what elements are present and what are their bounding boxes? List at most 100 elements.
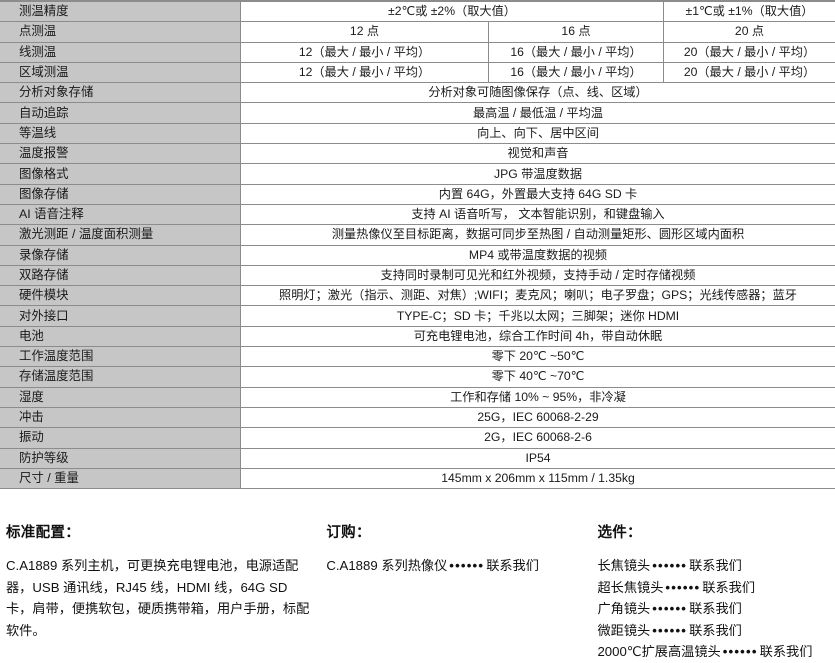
spec-row-label: 图像格式 (1, 164, 241, 184)
option-item-leader: •••••• (650, 558, 689, 573)
spec-row-value: 分析对象可随图像保存（点、线、区域） (241, 83, 835, 103)
order-item-name: C.A1889 系列热像仪 (326, 558, 447, 573)
spec-row-value: 145mm x 206mm x 115mm / 1.35kg (241, 468, 835, 488)
option-item-leader: •••••• (650, 623, 689, 638)
spec-row-value: 25G，IEC 60068-2-29 (241, 407, 835, 427)
options-section: 选件： 长焦镜头••••••联系我们超长焦镜头••••••联系我们广角镜头•••… (597, 523, 829, 663)
spec-row-value: 测量热像仪至目标距离，数据可同步至热图 / 自动测量矩形、圆形区域内面积 (241, 225, 835, 245)
spec-row-value: ±1℃或 ±1%（取大值） (664, 1, 835, 22)
spec-row-label: 分析对象存储 (1, 83, 241, 103)
option-item-action[interactable]: 联系我们 (689, 601, 742, 616)
order-list: C.A1889 系列热像仪••••••联系我们 (326, 555, 587, 577)
option-item: 长焦镜头••••••联系我们 (597, 555, 829, 577)
spec-row-label: 尺寸 / 重量 (1, 468, 241, 488)
spec-row-value: 工作和存储 10% ~ 95%，非冷凝 (241, 387, 835, 407)
spec-row-label: 自动追踪 (1, 103, 241, 123)
option-item-name: 超长焦镜头 (597, 580, 663, 595)
option-item-name: 长焦镜头 (597, 558, 650, 573)
spec-row: 双路存储支持同时录制可见光和红外视频，支持手动 / 定时存储视频 (1, 265, 835, 285)
spec-row: 测温精度±2℃或 ±2%（取大值）±1℃或 ±1%（取大值） (1, 1, 835, 22)
standard-config-body: C.A1889 系列主机，可更换充电锂电池，电源适配器，USB 通讯线，RJ45… (6, 555, 316, 641)
option-item-action[interactable]: 联系我们 (689, 623, 742, 638)
spec-row: 温度报警视觉和声音 (1, 144, 835, 164)
option-item-leader: •••••• (721, 644, 760, 659)
standard-config-section: 标准配置： C.A1889 系列主机，可更换充电锂电池，电源适配器，USB 通讯… (6, 523, 326, 663)
spec-row-value: MP4 或带温度数据的视频 (241, 245, 835, 265)
spec-row-value: 12 点 (241, 22, 489, 42)
spec-row-value: TYPE-C；SD 卡；千兆以太网；三脚架；迷你 HDMI (241, 306, 835, 326)
bottom-sections: 标准配置： C.A1889 系列主机，可更换充电锂电池，电源适配器，USB 通讯… (0, 523, 835, 663)
spec-row-value: 零下 20℃ ~50℃ (241, 347, 835, 367)
option-item-action[interactable]: 联系我们 (702, 580, 755, 595)
options-list: 长焦镜头••••••联系我们超长焦镜头••••••联系我们广角镜头••••••联… (597, 555, 829, 663)
spec-row-value: 16（最大 / 最小 / 平均） (489, 62, 664, 82)
order-item-leader: •••••• (447, 558, 486, 573)
spec-row-value: 16（最大 / 最小 / 平均） (489, 42, 664, 62)
spec-row-value: 视觉和声音 (241, 144, 835, 164)
spec-row: 存储温度范围零下 40℃ ~70℃ (1, 367, 835, 387)
spec-row-value: 2G，IEC 60068-2-6 (241, 428, 835, 448)
spec-row-label: 电池 (1, 326, 241, 346)
spec-row: 工作温度范围零下 20℃ ~50℃ (1, 347, 835, 367)
spec-row-value: 16 点 (489, 22, 664, 42)
spec-row-value: 20（最大 / 最小 / 平均） (664, 42, 835, 62)
spec-row-label: 激光测距 / 温度面积测量 (1, 225, 241, 245)
spec-row-label: 区域测温 (1, 62, 241, 82)
spec-row-label: 工作温度范围 (1, 347, 241, 367)
spec-row-label: 双路存储 (1, 265, 241, 285)
spec-row-value: 支持同时录制可见光和红外视频，支持手动 / 定时存储视频 (241, 265, 835, 285)
spec-row-label: 湿度 (1, 387, 241, 407)
spec-row-label: AI 语音注释 (1, 204, 241, 224)
option-item-action[interactable]: 联系我们 (760, 644, 813, 659)
option-item-name: 广角镜头 (597, 601, 650, 616)
spec-row-value: 20 点 (664, 22, 835, 42)
option-item: 2000℃扩展高温镜头••••••联系我们 (597, 641, 829, 663)
spec-row-label: 存储温度范围 (1, 367, 241, 387)
spec-row: AI 语音注释支持 AI 语音听写， 文本智能识别，和键盘输入 (1, 204, 835, 224)
spec-row-value: ±2℃或 ±2%（取大值） (241, 1, 664, 22)
spec-row-value: 12（最大 / 最小 / 平均） (241, 42, 489, 62)
order-title: 订购： (326, 523, 587, 543)
spec-row-label: 点测温 (1, 22, 241, 42)
spec-row-value: 20（最大 / 最小 / 平均） (664, 62, 835, 82)
spec-row-label: 振动 (1, 428, 241, 448)
option-item-name: 2000℃扩展高温镜头 (597, 644, 720, 659)
spec-row-label: 录像存储 (1, 245, 241, 265)
spec-row-value: 照明灯；激光（指示、测距、对焦）;WIFI；麦克风；喇叭；电子罗盘；GPS；光线… (241, 286, 835, 306)
spec-row-value: 零下 40℃ ~70℃ (241, 367, 835, 387)
option-item-action[interactable]: 联系我们 (689, 558, 742, 573)
spec-row-label: 防护等级 (1, 448, 241, 468)
option-item-leader: •••••• (663, 580, 702, 595)
spec-row-value: 内置 64G，外置最大支持 64G SD 卡 (241, 184, 835, 204)
order-section: 订购： C.A1889 系列热像仪••••••联系我们 (326, 523, 597, 663)
spec-row: 硬件模块照明灯；激光（指示、测距、对焦）;WIFI；麦克风；喇叭；电子罗盘；GP… (1, 286, 835, 306)
spec-row-label: 测温精度 (1, 1, 241, 22)
spec-row: 激光测距 / 温度面积测量测量热像仪至目标距离，数据可同步至热图 / 自动测量矩… (1, 225, 835, 245)
spec-row-value: 支持 AI 语音听写， 文本智能识别，和键盘输入 (241, 204, 835, 224)
option-item: 微距镜头••••••联系我们 (597, 620, 829, 642)
order-item: C.A1889 系列热像仪••••••联系我们 (326, 555, 587, 577)
option-item-leader: •••••• (650, 601, 689, 616)
spec-row-label: 图像存储 (1, 184, 241, 204)
spec-row-label: 温度报警 (1, 144, 241, 164)
spec-row-label: 对外接口 (1, 306, 241, 326)
spec-row: 湿度工作和存储 10% ~ 95%，非冷凝 (1, 387, 835, 407)
option-item-name: 微距镜头 (597, 623, 650, 638)
spec-row-value: IP54 (241, 448, 835, 468)
option-item: 超长焦镜头••••••联系我们 (597, 577, 829, 599)
spec-row-label: 冲击 (1, 407, 241, 427)
order-item-action[interactable]: 联系我们 (486, 558, 539, 573)
spec-row: 图像存储内置 64G，外置最大支持 64G SD 卡 (1, 184, 835, 204)
